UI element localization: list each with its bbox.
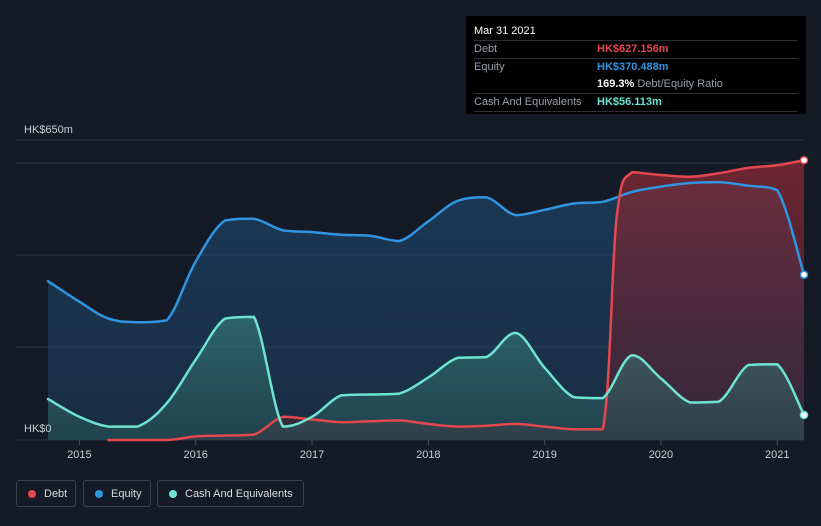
tooltip-debt-value: HK$627.156m: [597, 43, 669, 55]
tooltip-equity-value: HK$370.488m: [597, 61, 669, 73]
tooltip-date: Mar 31 2021: [474, 23, 798, 41]
x-tick-label: 2017: [300, 449, 324, 461]
x-tick-label: 2015: [67, 449, 91, 461]
x-tick-label: 2018: [416, 449, 440, 461]
debt-end-point: [799, 155, 809, 165]
cash-area: [48, 316, 804, 440]
cash-line: [46, 315, 806, 428]
series-lines: [46, 158, 806, 442]
cash-end-point: [799, 410, 809, 420]
legend-cash[interactable]: Cash And Equivalents: [157, 480, 304, 507]
series-areas: [48, 160, 804, 440]
tooltip-row-cash: Cash And Equivalents HK$56.113m: [474, 94, 798, 112]
tooltip-row-equity: Equity HK$370.488m: [474, 59, 798, 76]
y-axis-bottom-label: HK$0: [24, 423, 52, 435]
tooltip-cash-value: HK$56.113m: [597, 96, 662, 108]
legend-cash-label: Cash And Equivalents: [185, 487, 293, 500]
x-tick-label: 2019: [532, 449, 556, 461]
y-axis-top-label: HK$650m: [24, 124, 73, 136]
data-tooltip: Mar 31 2021 Debt HK$627.156m Equity HK$3…: [466, 16, 806, 114]
equity-line: [46, 180, 806, 324]
tooltip-equity-label: Equity: [474, 61, 505, 73]
x-tick-label: 2016: [183, 449, 207, 461]
tooltip-ratio: 169.3% Debt/Equity Ratio: [597, 76, 723, 93]
x-tick-label: 2021: [765, 449, 789, 461]
equity-end-point: [799, 270, 809, 279]
cash-legend-dot-icon: [169, 489, 177, 498]
x-tick-label: 2020: [649, 449, 673, 461]
legend-debt[interactable]: Debt: [16, 480, 76, 507]
x-axis-ticks: 2015 2016 2017 2018 2019 2020 2021: [67, 440, 789, 461]
tooltip-debt-label: Debt: [474, 43, 498, 55]
tooltip-ratio-value: 169.3%: [597, 78, 635, 90]
tooltip-row-ratio: 169.3% Debt/Equity Ratio: [474, 76, 798, 94]
tooltip-ratio-label: Debt/Equity Ratio: [637, 78, 723, 90]
series-end-markers: [799, 155, 809, 420]
tooltip-row-debt: Debt HK$627.156m: [474, 41, 798, 59]
legend-equity-label: Equity: [111, 487, 142, 500]
equity-legend-dot-icon: [95, 489, 103, 498]
legend-debt-label: Debt: [44, 487, 68, 500]
legend-equity[interactable]: Equity: [83, 480, 151, 507]
tooltip-cash-label: Cash And Equivalents: [474, 96, 582, 108]
debt-legend-dot-icon: [28, 489, 36, 498]
debt-equity-chart: 2015 2016 2017 2018 2019 2020 2021 HK$650m HK$…: [16, 124, 809, 461]
debt-line: [107, 158, 806, 442]
